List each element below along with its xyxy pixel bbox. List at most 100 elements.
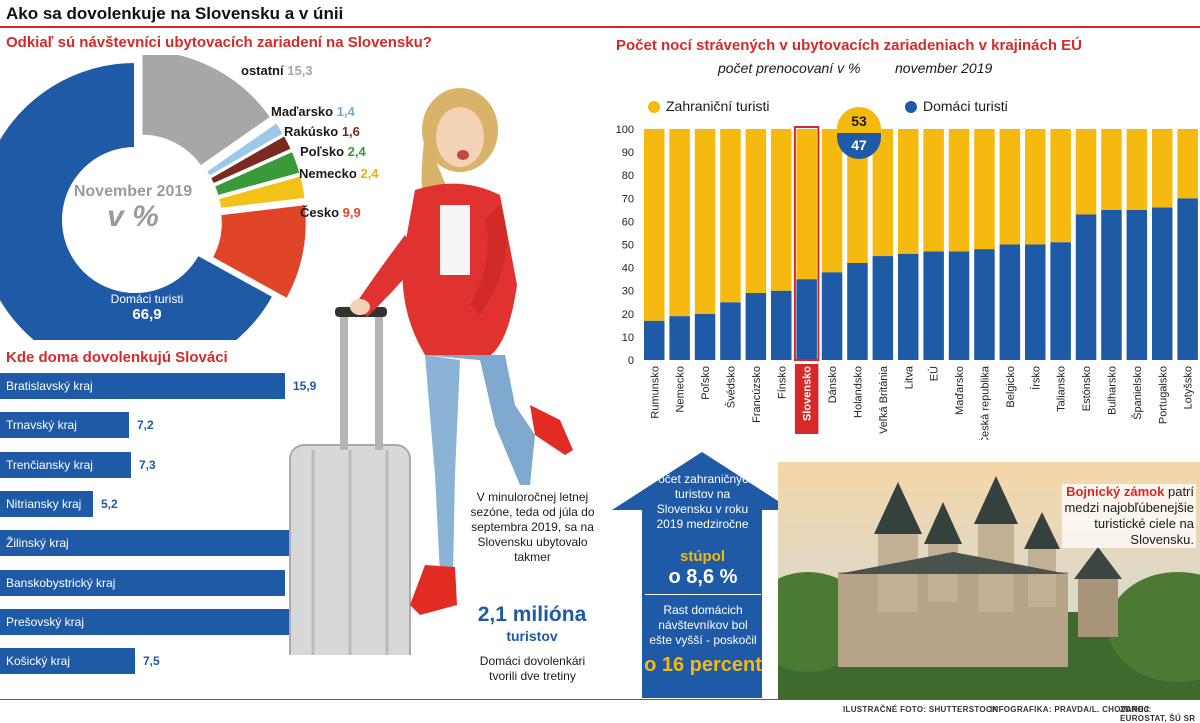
bar-foreign	[1075, 129, 1097, 215]
x-category-label: Česká republika	[978, 365, 991, 440]
y-tick-label: 40	[622, 263, 634, 275]
region-value: 15,9	[293, 379, 317, 393]
bar-foreign	[872, 129, 894, 257]
donut-main-value: 66,9	[132, 306, 162, 323]
y-tick-label: 10	[622, 332, 634, 344]
bar-foreign	[898, 129, 919, 254]
bar-domestic	[974, 249, 995, 360]
donut-slice-rakúsko	[208, 133, 294, 186]
footer-divider	[0, 699, 1200, 700]
donut-slice-ostatní	[140, 55, 273, 168]
foreign-growth-verb: stúpol	[680, 548, 725, 565]
bar-domestic	[694, 313, 716, 360]
x-category-label: Španielsko	[1131, 366, 1144, 420]
bar-domestic	[720, 302, 741, 360]
bar-foreign	[1126, 129, 1148, 210]
y-tick-label: 30	[622, 286, 634, 298]
donut-label-madarsko: Maďarsko 1,4	[271, 104, 355, 119]
y-tick-label: 100	[616, 124, 634, 136]
x-category-label: Slovensko	[802, 366, 814, 421]
y-tick-label: 20	[622, 309, 634, 321]
season-unit: turistov	[506, 628, 558, 644]
donut-label-cesko: Česko 9,9	[300, 205, 361, 220]
donut-label-polsko: Poľsko 2,4	[300, 144, 366, 159]
season-paragraph: V minuloročnej letnej sezóne, teda od jú…	[470, 490, 595, 564]
x-category-label: Taliansko	[1056, 366, 1068, 412]
donut-label-rakusko: Rakúsko 1,6	[284, 124, 360, 139]
region-label: Banskobystrický kraj	[6, 576, 116, 590]
donut-slice-poľsko	[212, 149, 302, 198]
domestic-share-text: Domáci dovolenkári tvorili dve tretiny	[479, 654, 586, 683]
bar-foreign	[720, 129, 741, 303]
eu-bubble-foreign: 53	[837, 107, 881, 133]
region-label: Nitriansky kraj	[6, 497, 82, 511]
x-category-label: Litva	[903, 365, 915, 389]
legend-domestic-dot-icon	[905, 101, 917, 114]
x-category-label: EÚ	[928, 366, 941, 381]
growth-arrow-shape	[612, 452, 792, 698]
bar-foreign	[1025, 129, 1046, 245]
region-value: 7,5	[143, 654, 160, 668]
eu-stacked-bar-chart: 0 10 20 30 40 50 60 70 80 90 100 Rumunsko Nemecko Poľ…	[616, 124, 1198, 440]
castle-caption: Bojnický zámok patrí medzi najobľúbenejš…	[1062, 484, 1196, 548]
region-label: Trnavský kraj	[6, 418, 77, 432]
bar-foreign	[847, 129, 868, 263]
title-divider	[0, 26, 1200, 28]
bar-domestic	[872, 256, 894, 360]
x-category-label: Belgicko	[1005, 366, 1017, 408]
bar-foreign	[974, 129, 995, 250]
traveler-illustration	[289, 88, 573, 655]
x-category-label: Lotyšsko	[1183, 366, 1195, 409]
bar-domestic	[1101, 209, 1122, 360]
region-label: Trenčiansky kraj	[6, 458, 93, 472]
bar-foreign	[669, 129, 690, 317]
donut-label-nemecko: Nemecko 2,4	[299, 166, 379, 181]
bar-foreign	[644, 129, 665, 321]
bar-domestic	[1025, 244, 1046, 360]
x-category-label: Dánsko	[827, 366, 839, 403]
x-category-label: Bulharsko	[1106, 366, 1118, 415]
y-tick-label: 90	[622, 147, 634, 159]
y-tick-label: 70	[622, 193, 634, 205]
x-category-label: Švédsko	[724, 366, 737, 408]
footer-infographic-credit: INFOGRAFIKA: PRAVDA/L. CHOVANEC	[990, 705, 1150, 714]
region-label: Žilinský kraj	[6, 536, 69, 550]
bar-foreign	[1177, 129, 1198, 199]
donut-main-label: Domáci turisti	[110, 292, 184, 306]
donut-slice-domáci-turisti	[0, 60, 275, 340]
y-tick-label: 0	[628, 355, 634, 367]
bar-domestic	[923, 251, 944, 360]
bar-foreign	[948, 129, 970, 252]
bar-domestic	[644, 320, 665, 360]
x-category-label: Veľká Británia	[878, 365, 890, 434]
donut-center-unit: v %	[107, 200, 159, 233]
eu-bubble-domestic: 47	[837, 133, 881, 159]
bar-domestic	[1050, 242, 1071, 360]
regions-bar-chart: Bratislavský kraj 15,9 Trnavský kraj 7,2 Tre…	[0, 373, 420, 683]
bar-foreign	[1101, 129, 1122, 210]
eu-chart-title: Počet nocí strávených v ubytovacích zari…	[616, 37, 1083, 54]
season-big-number: 2,1 milióna	[477, 603, 587, 626]
y-tick-label: 60	[622, 216, 634, 228]
bar-foreign	[796, 129, 817, 280]
bar-foreign	[923, 129, 944, 252]
donut-slice-maďarsko	[204, 120, 286, 179]
region-value: 5,2	[101, 497, 118, 511]
region-label: Prešovský kraj	[6, 615, 85, 629]
domestic-growth-text: Rast domácich návštevníkov bol ešte vyšš…	[649, 603, 757, 647]
region-bar	[0, 412, 129, 438]
x-category-label: Fínsko	[776, 366, 788, 399]
regions-title: Kde doma dovolenkujú Slováci	[6, 349, 228, 366]
x-category-label: Poľsko	[700, 366, 712, 400]
domestic-growth-value: o 16 percent	[644, 654, 762, 676]
bar-domestic	[1177, 198, 1198, 360]
bar-foreign	[999, 129, 1021, 245]
bar-domestic	[847, 262, 868, 360]
foreign-growth-value: o 8,6 %	[668, 566, 738, 588]
region-bar	[0, 491, 93, 517]
region-bar	[0, 373, 285, 399]
legend-foreign: Zahraniční turisti	[648, 98, 769, 114]
castle-description: patrí medzi najobľúbenejšie turistické c…	[1064, 484, 1194, 547]
region-bar	[0, 648, 135, 674]
bar-domestic	[1126, 209, 1148, 360]
